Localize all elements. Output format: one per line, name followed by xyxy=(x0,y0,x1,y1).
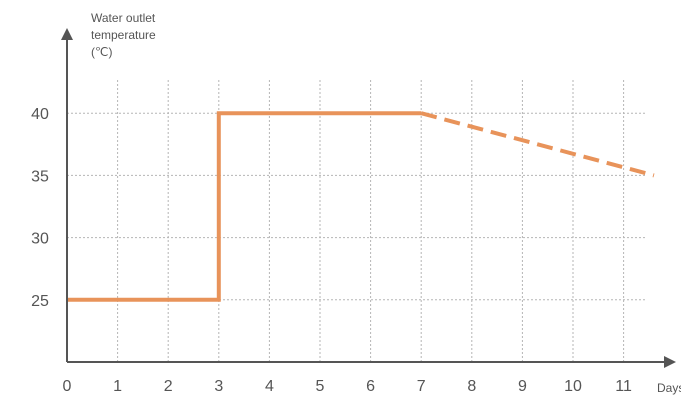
x-tick-label: 7 xyxy=(417,378,426,395)
series-group xyxy=(67,111,655,302)
x-tick-label: 8 xyxy=(467,378,476,395)
x-tick-label: 6 xyxy=(366,378,375,395)
y-axis-arrow xyxy=(61,28,73,40)
axes xyxy=(61,28,676,368)
series-line-dashed xyxy=(420,111,655,178)
x-tick-label: 11 xyxy=(615,378,632,395)
x-tick-label: 2 xyxy=(164,378,173,395)
y-axis-label-line: Water outlet xyxy=(91,11,156,25)
x-tick-label: 4 xyxy=(265,378,274,395)
y-tick-label: 35 xyxy=(31,168,49,185)
x-tick-label: 10 xyxy=(564,378,582,395)
x-axis-label: Days xyxy=(657,381,681,395)
x-tick-label: 9 xyxy=(518,378,527,395)
y-axis-label: Water outlet temperature (℃) xyxy=(91,11,159,59)
y-tick-label: 30 xyxy=(31,231,49,248)
x-tick-label: 1 xyxy=(113,378,122,395)
x-tick-label: 3 xyxy=(214,378,223,395)
y-axis-label-line: temperature xyxy=(91,28,156,42)
x-tick-labels: 0 1 2 3 4 5 6 7 8 9 10 11 xyxy=(63,378,632,395)
y-tick-label: 40 xyxy=(31,106,49,123)
x-tick-label: 5 xyxy=(316,378,325,395)
x-axis-arrow xyxy=(664,356,676,368)
y-tick-label: 25 xyxy=(31,293,49,310)
y-tick-labels: 25 30 35 40 xyxy=(31,106,49,310)
x-tick-label: 0 xyxy=(63,378,72,395)
series-line-solid xyxy=(67,111,422,302)
y-axis-label-line: (℃) xyxy=(91,45,112,59)
grid xyxy=(67,80,645,362)
